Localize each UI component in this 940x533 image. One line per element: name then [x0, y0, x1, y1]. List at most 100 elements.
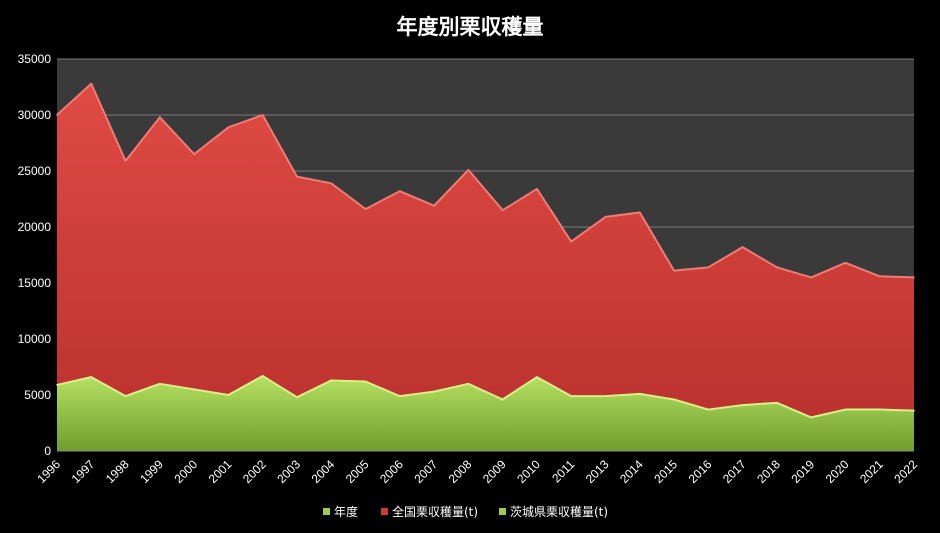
data-point: [604, 395, 607, 397]
data-point: [56, 384, 58, 386]
y-tick-label: 0: [44, 444, 51, 458]
y-tick-label: 20000: [18, 220, 52, 234]
x-tick-label: 1998: [103, 457, 132, 486]
x-tick-label: 2015: [651, 457, 680, 486]
data-point: [90, 376, 93, 378]
data-point: [570, 395, 572, 397]
data-point: [844, 408, 847, 411]
data-point: [501, 398, 504, 401]
data-point: [364, 380, 367, 383]
x-tick-label: 2011: [549, 457, 577, 485]
legend: 年度 全国栗収穫量(t) 茨城県栗収穫量(t): [323, 504, 608, 519]
data-point: [501, 209, 504, 211]
data-point: [399, 395, 401, 397]
series-edge-1: [56, 374, 915, 419]
data-point: [536, 188, 538, 190]
x-tick-label: 1996: [34, 457, 63, 486]
data-point: [810, 416, 812, 419]
data-point: [56, 114, 58, 116]
data-point: [227, 126, 230, 129]
x-tick-label: 2014: [617, 457, 646, 486]
data-point: [878, 275, 881, 278]
data-point: [159, 116, 161, 119]
data-point: [261, 375, 264, 377]
y-tick-label: 25000: [18, 164, 52, 178]
data-point: [433, 390, 435, 393]
data-point: [433, 204, 435, 207]
data-point: [399, 190, 401, 192]
data-point: [707, 408, 710, 411]
x-tick-label: 2007: [411, 457, 440, 486]
x-tick-label: 2005: [343, 457, 372, 486]
data-point: [193, 388, 195, 391]
x-tick-label: 2001: [206, 457, 235, 486]
x-tick-label: 2008: [446, 457, 475, 486]
data-point: [638, 211, 641, 214]
x-tick-label: 2018: [754, 457, 783, 486]
x-tick-label: 2022: [891, 457, 920, 486]
y-tick-label: 30000: [18, 108, 52, 122]
x-tick-label: 2019: [788, 457, 817, 486]
y-axis: 0 5000 10000 15000 20000 25000 30000 35000: [18, 52, 52, 458]
legend-label: 茨城県栗収穫量(t): [510, 505, 608, 519]
data-point: [467, 383, 470, 385]
data-point: [296, 175, 298, 178]
data-point: [741, 404, 744, 406]
data-point: [330, 379, 333, 382]
data-point: [776, 402, 778, 404]
x-tick-label: 2017: [720, 457, 749, 486]
data-point: [570, 240, 572, 243]
series-area-0: [57, 83, 914, 451]
data-point: [673, 269, 675, 272]
legend-label: 全国栗収穫量(t): [392, 504, 478, 519]
x-tick-label: 1999: [137, 457, 166, 486]
data-point: [90, 82, 93, 85]
x-tick-label: 2021: [857, 457, 886, 486]
data-point: [844, 262, 847, 264]
x-tick-label: 2009: [480, 457, 509, 486]
y-tick-label: 15000: [18, 276, 52, 290]
x-tick-label: 2010: [514, 457, 543, 486]
data-point: [364, 208, 367, 210]
chart-title: 年度別栗収穫量: [397, 15, 544, 39]
data-point: [124, 395, 127, 397]
x-tick-label: 2020: [823, 457, 852, 486]
x-axis: 1996 1997 1998 1999 2000 2001 2002 2003 2004 2005…: [34, 457, 920, 486]
x-tick-label: 2004: [309, 457, 338, 486]
data-point: [776, 266, 778, 269]
x-tick-label: 2003: [274, 457, 303, 486]
x-tick-label: 2002: [240, 457, 269, 486]
x-tick-label: 2013: [583, 457, 612, 486]
y-tick-label: 35000: [18, 52, 52, 66]
x-tick-label: 2016: [686, 457, 715, 486]
data-point: [536, 376, 538, 378]
data-point: [124, 160, 127, 162]
data-point: [467, 169, 470, 171]
data-point: [159, 383, 161, 385]
data-point: [296, 396, 298, 399]
x-tick-label: 2000: [171, 457, 200, 486]
series-area-1: [57, 375, 914, 451]
data-point: [638, 393, 641, 395]
y-tick-label: 5000: [24, 388, 51, 402]
data-point: [193, 153, 195, 155]
data-point: [810, 276, 812, 279]
data-point: [741, 246, 744, 248]
data-point: [330, 182, 333, 185]
legend-label: 年度: [334, 504, 358, 519]
x-tick-label: 1997: [69, 457, 98, 486]
data-point: [913, 409, 915, 412]
x-tick-label: 2006: [377, 457, 406, 486]
data-point: [707, 266, 710, 269]
legend-swatch: [499, 508, 506, 515]
data-point: [913, 276, 915, 279]
data-point: [604, 216, 607, 218]
y-tick-label: 10000: [18, 332, 52, 346]
data-point: [878, 408, 881, 411]
legend-swatch: [381, 508, 388, 515]
series-edge-0: [56, 82, 915, 279]
series-areas: [56, 82, 915, 452]
legend-swatch: [323, 508, 330, 515]
data-point: [261, 114, 264, 116]
